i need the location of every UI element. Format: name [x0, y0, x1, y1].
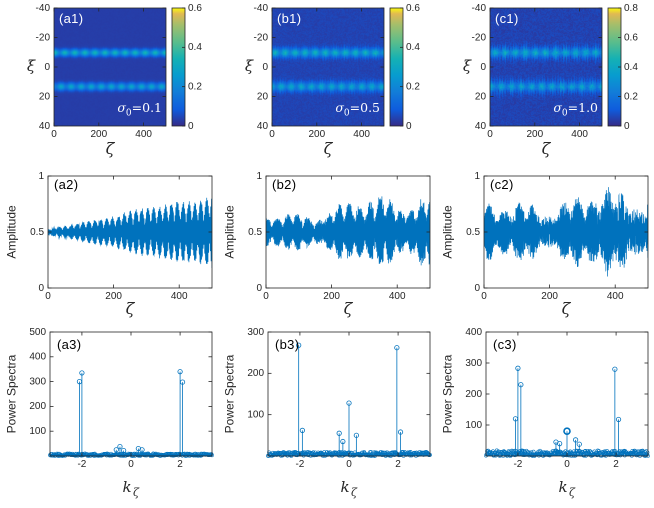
heatmap-a1-canvas	[0, 0, 218, 162]
sigma-annotation-a1: σ0=0.1	[117, 100, 162, 119]
panel-a2: (a2)	[0, 162, 218, 320]
spectra-a3-canvas	[0, 320, 218, 508]
panel-label-c3: (c3)	[493, 337, 517, 352]
panel-label-c1: (c1)	[495, 11, 519, 26]
panel-a1: (a1) σ0=0.1	[0, 0, 218, 162]
amplitude-c2-canvas	[436, 162, 654, 320]
spectra-c3-canvas	[436, 320, 654, 508]
spectra-b3-canvas	[218, 320, 436, 508]
panel-label-b2: (b2)	[272, 177, 297, 192]
panel-b3: (b3)	[218, 320, 436, 508]
sigma-annotation-b1: σ0=0.5	[335, 100, 380, 119]
panel-b1: (b1) σ0=0.5	[218, 0, 436, 162]
panel-label-b3: (b3)	[275, 337, 300, 352]
panel-label-a2: (a2)	[54, 177, 79, 192]
panel-label-b1: (b1)	[277, 11, 302, 26]
amplitude-a2-canvas	[0, 162, 218, 320]
panel-label-a1: (a1)	[59, 11, 84, 26]
panel-c3: (c3)	[436, 320, 654, 508]
panel-a3: (a3)	[0, 320, 218, 508]
panel-b2: (b2)	[218, 162, 436, 320]
heatmap-b1-canvas	[218, 0, 436, 162]
amplitude-b2-canvas	[218, 162, 436, 320]
panel-c1: (c1) σ0=1.0	[436, 0, 654, 162]
panel-label-c2: (c2)	[490, 177, 514, 192]
panel-c2: (c2)	[436, 162, 654, 320]
panel-label-a3: (a3)	[57, 337, 82, 352]
heatmap-c1-canvas	[436, 0, 654, 162]
sigma-annotation-c1: σ0=1.0	[553, 100, 598, 119]
